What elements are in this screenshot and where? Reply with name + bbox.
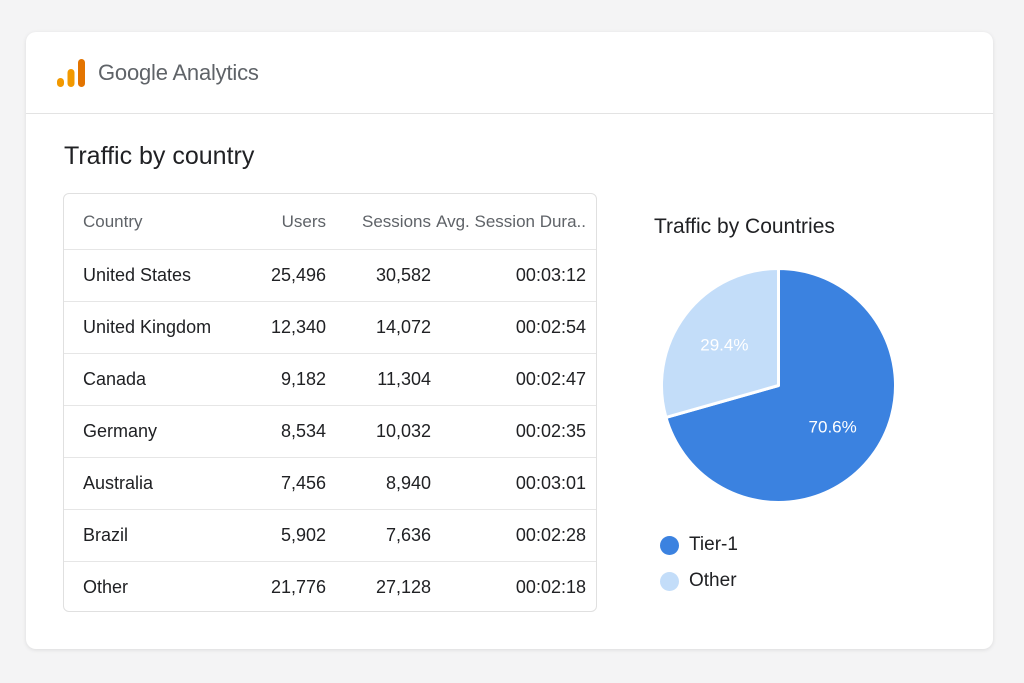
cell-sessions: 8,940 <box>326 457 431 510</box>
pie-slice-tier-1[interactable] <box>664 267 897 504</box>
cell-sessions: 27,128 <box>375 577 431 597</box>
column-header-users[interactable]: Users <box>243 194 326 250</box>
pie-chart: 70.6% 29.4% <box>660 267 897 504</box>
cell-country: Germany <box>64 405 243 458</box>
cell-users: 8,534 <box>243 405 326 458</box>
cell-country: Canada <box>64 353 243 406</box>
cell-country: Australia <box>64 457 243 510</box>
legend-label: Other <box>689 570 737 591</box>
pie-label-other: 29.4% <box>700 336 748 355</box>
cell-duration: 00:02:35 <box>431 405 596 458</box>
legend-label: Tier-1 <box>689 534 738 555</box>
analytics-bars-icon <box>57 58 85 87</box>
legend-swatch <box>660 535 679 555</box>
cell-sessions: 10,032 <box>326 405 431 458</box>
cell-duration: 00:02:47 <box>431 353 596 406</box>
cell-users: 9,182 <box>243 353 326 406</box>
legend-item-tier-1[interactable]: Tier-1 <box>660 527 738 563</box>
cell-country: United States <box>64 249 243 302</box>
legend-swatch <box>660 571 679 591</box>
brand-name: Google Analytics <box>98 59 259 85</box>
table-row[interactable]: United States 25,496 30,582 00:03:12 <box>64 249 596 302</box>
cell-country: United Kingdom <box>64 301 243 354</box>
cell-country: Other <box>83 577 129 597</box>
pie-label-tier-1: 70.6% <box>809 417 857 436</box>
column-header-country[interactable]: Country <box>64 194 243 250</box>
pie-slice-other[interactable] <box>660 267 780 419</box>
cell-users: 12,340 <box>243 301 326 354</box>
cell-duration: 00:02:18 <box>515 577 586 597</box>
chart-title: Traffic by Countries <box>654 215 835 238</box>
cell-sessions: 7,636 <box>326 509 431 562</box>
table-row[interactable]: Australia 7,456 8,940 00:03:01 <box>64 457 596 510</box>
traffic-table: Country Users Sessions Avg. Session Dura… <box>63 193 597 612</box>
cell-users: 21,776 <box>270 577 326 597</box>
cell-users: 5,902 <box>243 509 326 562</box>
table-header-row: Country Users Sessions Avg. Session Dura… <box>64 194 596 250</box>
table-row[interactable]: Germany 8,534 10,032 00:02:35 <box>64 405 596 458</box>
table-row[interactable]: United Kingdom 12,340 14,072 00:02:54 <box>64 301 596 354</box>
cell-sessions: 30,582 <box>326 249 431 302</box>
table-row[interactable]: Other 21,776 27,128 00:02:18 <box>64 562 596 612</box>
app-header: Google Analytics <box>26 32 993 114</box>
table-row[interactable]: Brazil 5,902 7,636 00:02:28 <box>64 509 596 562</box>
cell-country: Brazil <box>64 509 243 562</box>
analytics-card: Google Analytics Traffic by country Coun… <box>26 32 993 649</box>
table-row[interactable]: Canada 9,182 11,304 00:02:47 <box>64 353 596 406</box>
cell-duration: 00:03:12 <box>431 249 596 302</box>
chart-legend: Tier-1 Other <box>660 527 738 599</box>
cell-users: 25,496 <box>243 249 326 302</box>
cell-duration: 00:02:54 <box>431 301 596 354</box>
cell-sessions: 14,072 <box>326 301 431 354</box>
cell-duration: 00:02:28 <box>431 509 596 562</box>
legend-item-other[interactable]: Other <box>660 563 738 599</box>
cell-users: 7,456 <box>243 457 326 510</box>
cell-duration: 00:03:01 <box>431 457 596 510</box>
column-header-duration[interactable]: Avg. Session Dura.. <box>431 194 596 250</box>
column-header-sessions[interactable]: Sessions <box>326 194 431 250</box>
cell-sessions: 11,304 <box>326 353 431 406</box>
section-title: Traffic by country <box>64 142 255 170</box>
